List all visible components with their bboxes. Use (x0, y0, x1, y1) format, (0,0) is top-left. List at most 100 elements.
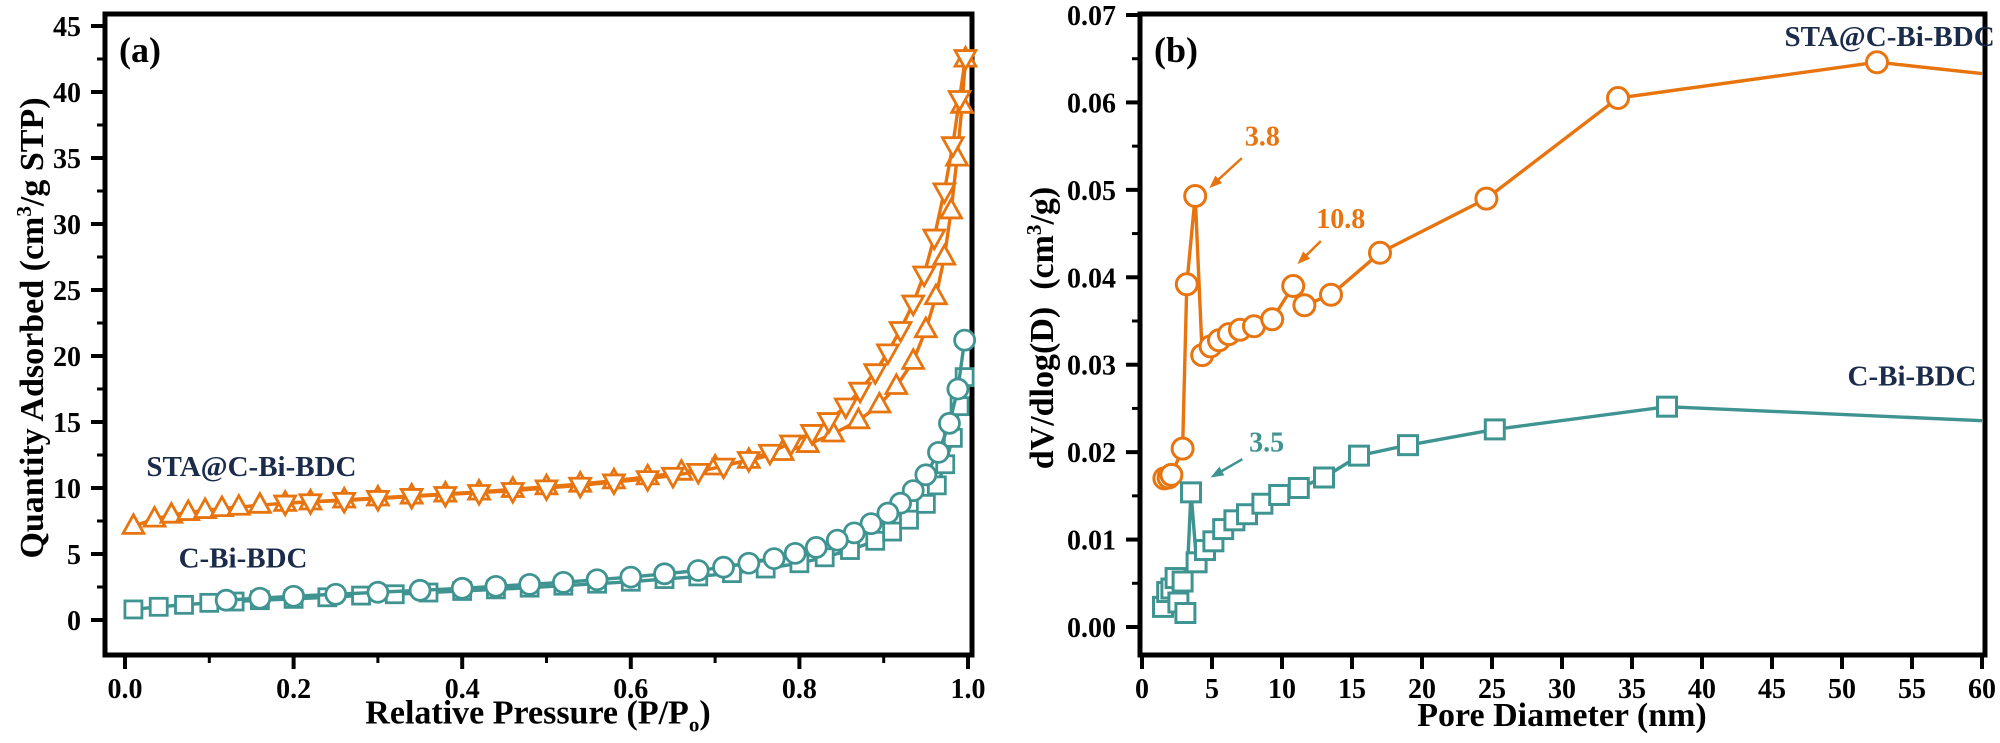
marker-circle (248, 586, 272, 610)
panel-a-series-label-1: C-Bi-BDC (179, 542, 308, 574)
panel-a-y-title-text: Quantity Adsorbed (cm (14, 216, 52, 559)
y-tick-label: 0.04 (1067, 263, 1116, 294)
marker-circle (1474, 186, 1499, 211)
marker-triangle-up (120, 511, 147, 535)
marker-square (1268, 483, 1291, 506)
marker-square (882, 521, 903, 542)
marker-circle (551, 570, 575, 594)
marker-triangle-down (398, 488, 425, 511)
marker-triangle-down (911, 265, 937, 289)
marker-circle (1865, 50, 1889, 75)
marker-triangle-down (297, 493, 324, 517)
y-tick-label: 0.05 (1067, 176, 1116, 207)
marker-circle (1606, 86, 1630, 111)
marker-circle (1159, 462, 1184, 487)
panel-b-series-1 (1152, 395, 1983, 625)
marker-circle (1170, 436, 1195, 461)
marker-triangle-down (940, 136, 966, 160)
marker-triangle-up (226, 492, 252, 516)
x-tick-label: 60 (1968, 674, 1996, 705)
marker-triangle-down (601, 473, 627, 497)
marker-triangle-down (816, 412, 842, 436)
x-tick-label: 0.6 (613, 674, 648, 705)
y-tick-label: 0.07 (1067, 1, 1116, 32)
marker-triangle-down (432, 486, 459, 509)
marker-circle (653, 562, 676, 586)
marker-circle (619, 565, 643, 589)
marker-triangle-down (921, 228, 948, 252)
marker-square (1174, 602, 1197, 625)
y-tick-label: 0 (67, 606, 81, 637)
marker-circle (366, 580, 390, 604)
annotation-arrowhead (1210, 466, 1225, 478)
marker-square (1656, 395, 1678, 418)
marker-triangle-down (778, 434, 804, 458)
marker-circle (214, 588, 238, 612)
panel-b-x-title-text: Pore Diameter (nm) (1417, 697, 1707, 734)
panel-a-series-label-0: STA@C-Bi-BDC (146, 451, 356, 483)
marker-circle (1319, 282, 1343, 307)
marker-triangle-down (736, 451, 762, 475)
panel-a-x-title-text: Relative Pressure (P/P (365, 694, 689, 732)
marker-triangle-up (923, 282, 949, 306)
y-tick-label: 10 (53, 474, 81, 505)
marker-triangle-down (887, 321, 914, 344)
panel-a-y-title-close: /g STP) (14, 97, 52, 207)
marker-square (1313, 466, 1335, 489)
marker-triangle-down (466, 484, 492, 508)
y-tick-label: 0.02 (1067, 438, 1116, 469)
marker-circle (1281, 274, 1306, 299)
marker-square (1348, 444, 1370, 467)
marker-triangle-up (209, 494, 235, 517)
x-tick-label: 35 (1618, 674, 1646, 705)
marker-triangle-up (913, 315, 939, 339)
panel-b-y-title-text: dV/dlog(D) (cm (1024, 235, 1062, 470)
panel-b-tag: (b) (1154, 30, 1198, 70)
marker-triangle-up (192, 496, 218, 519)
marker-circle (518, 572, 542, 596)
x-tick-label: 15 (1338, 674, 1366, 705)
marker-triangle-down (931, 182, 958, 206)
marker-circle (1174, 272, 1199, 297)
marker-square (148, 596, 169, 617)
y-tick-label: 5 (67, 540, 81, 571)
marker-circle (804, 536, 828, 559)
x-tick-label: 55 (1898, 674, 1926, 705)
marker-circle (712, 555, 735, 579)
marker-triangle-down (660, 466, 686, 490)
y-tick-label: 0.06 (1067, 88, 1116, 119)
marker-square (1287, 476, 1310, 499)
panel-b-series-0 (1152, 50, 1983, 491)
panel-a-x-title-close: ) (699, 694, 711, 732)
marker-circle (686, 559, 710, 582)
marker-triangle-down (757, 443, 783, 467)
panel-a-series-3 (214, 328, 977, 612)
marker-square (1171, 570, 1194, 593)
marker-circle (450, 576, 474, 600)
x-tick-label: 0 (1135, 674, 1149, 705)
panel-b-x-axis-ticks: 0 5 10 15 20 25 30 35 40 45 50 55 60 (1135, 655, 1996, 705)
panel-b-annotation-0: 3.8 (1209, 122, 1280, 189)
marker-square (1483, 418, 1506, 441)
annotation-text: 10.8 (1316, 204, 1365, 235)
panel-a-x-axis-ticks: 0.0 0.2 0.4 0.6 0.8 1.0 (108, 655, 986, 705)
marker-circle (938, 411, 961, 435)
annotation-text: 3.5 (1249, 428, 1284, 459)
panel-a-y-axis-ticks: 0 5 10 15 20 25 30 35 40 45 (53, 12, 105, 637)
marker-triangle-down (331, 492, 357, 515)
x-tick-label: 25 (1478, 674, 1506, 705)
marker-triangle-down (952, 49, 979, 73)
y-tick-label: 45 (53, 12, 81, 43)
annotation-arrowhead (1209, 175, 1223, 189)
panel-a-x-axis-title: Relative Pressure (P/Po) (365, 695, 710, 738)
marker-circle (282, 584, 306, 608)
marker-circle (737, 551, 761, 575)
y-tick-label: 0.03 (1067, 351, 1116, 382)
marker-triangle-down (365, 490, 391, 513)
x-tick-label: 45 (1758, 674, 1786, 705)
series-line (1161, 404, 1983, 615)
panel-b-annotation-2: 3.5 (1210, 428, 1284, 478)
marker-triangle-up (931, 242, 958, 266)
x-tick-label: 20 (1408, 674, 1436, 705)
